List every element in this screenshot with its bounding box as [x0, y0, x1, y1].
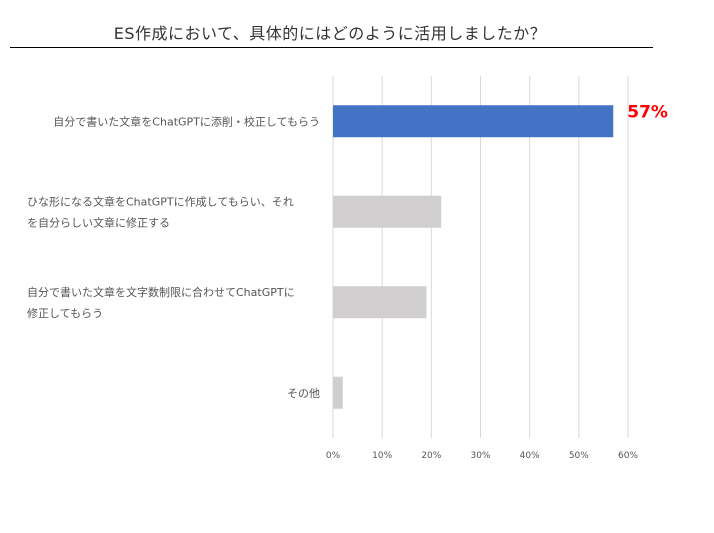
- category-label: ひな形になる文章をChatGPTに作成してもらい、それ: [27, 194, 294, 208]
- category-label: 修正してもらう: [27, 306, 103, 320]
- category-label: 自分で書いた文章をChatGPTに添削・校正してもらう: [53, 114, 320, 128]
- chart-title: ES作成において、具体的にはどのように活用しましたか？: [113, 24, 547, 43]
- x-tick-label: 60%: [618, 451, 638, 461]
- x-tick-label: 10%: [372, 451, 392, 461]
- category-label: その他: [287, 387, 320, 400]
- x-tick-label: 50%: [569, 451, 589, 461]
- data-label: 57%: [627, 102, 668, 122]
- category-label: を自分らしい文章に修正する: [27, 215, 170, 229]
- bar: [333, 105, 614, 138]
- bar: [333, 195, 442, 228]
- x-tick-label: 40%: [520, 451, 540, 461]
- category-label: 自分で書いた文章を文字数制限に合わせてChatGPTに: [27, 285, 295, 299]
- category-labels: 自分で書いた文章をChatGPTに添削・校正してもらうひな形になる文章をChat…: [27, 114, 320, 400]
- bar: [333, 376, 343, 409]
- x-tick-label: 30%: [470, 451, 490, 461]
- x-axis-tick-labels: 0% 10% 20% 30% 40% 50% 60%: [326, 451, 639, 461]
- bars: [333, 105, 614, 409]
- x-tick-label: 20%: [421, 451, 441, 461]
- x-tick-label: 0%: [326, 451, 341, 461]
- bar: [333, 286, 427, 319]
- title-divider: [10, 47, 653, 48]
- data-labels: 57%: [627, 102, 668, 122]
